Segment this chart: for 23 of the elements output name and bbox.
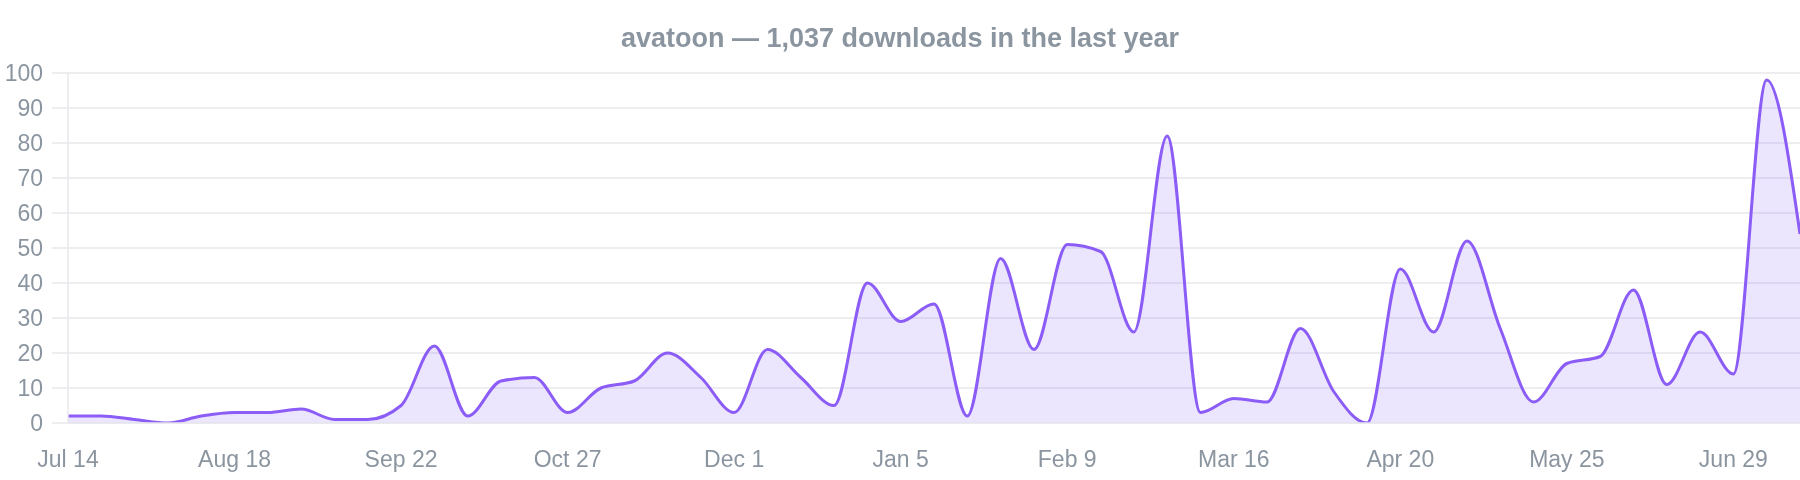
y-tick-label: 100 bbox=[4, 60, 43, 87]
chart-title: avatoon — 1,037 downloads in the last year bbox=[619, 22, 1181, 54]
x-tick-label: Aug 18 bbox=[198, 446, 271, 473]
y-tick-label: 10 bbox=[17, 375, 43, 402]
x-tick-label: Jun 29 bbox=[1698, 446, 1768, 473]
y-tick-label: 40 bbox=[17, 270, 43, 297]
y-tick-label: 30 bbox=[17, 305, 43, 332]
y-tick-label: 70 bbox=[17, 165, 43, 192]
x-tick-label: Mar 16 bbox=[1197, 446, 1270, 473]
x-tick-label: Sep 22 bbox=[364, 446, 438, 473]
y-tick-label: 0 bbox=[30, 410, 43, 437]
y-tick-label: 90 bbox=[17, 95, 43, 122]
x-tick-label: Feb 9 bbox=[1037, 446, 1097, 473]
y-tick-label: 50 bbox=[17, 235, 43, 262]
x-tick-label: Jan 5 bbox=[872, 446, 929, 473]
x-tick-label: May 25 bbox=[1529, 446, 1605, 473]
x-tick-label: Apr 20 bbox=[1366, 446, 1435, 473]
y-tick-label: 20 bbox=[17, 340, 43, 367]
y-tick-label: 60 bbox=[17, 200, 43, 227]
x-tick-label: Jul 14 bbox=[37, 446, 99, 473]
x-tick-label: Oct 27 bbox=[533, 446, 602, 473]
x-tick-label: Dec 1 bbox=[704, 446, 765, 473]
y-tick-label: 80 bbox=[17, 130, 43, 157]
